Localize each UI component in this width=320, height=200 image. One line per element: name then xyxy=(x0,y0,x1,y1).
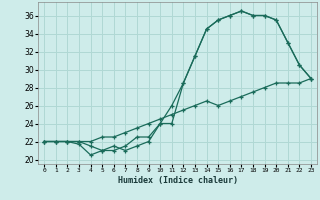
X-axis label: Humidex (Indice chaleur): Humidex (Indice chaleur) xyxy=(118,176,238,185)
